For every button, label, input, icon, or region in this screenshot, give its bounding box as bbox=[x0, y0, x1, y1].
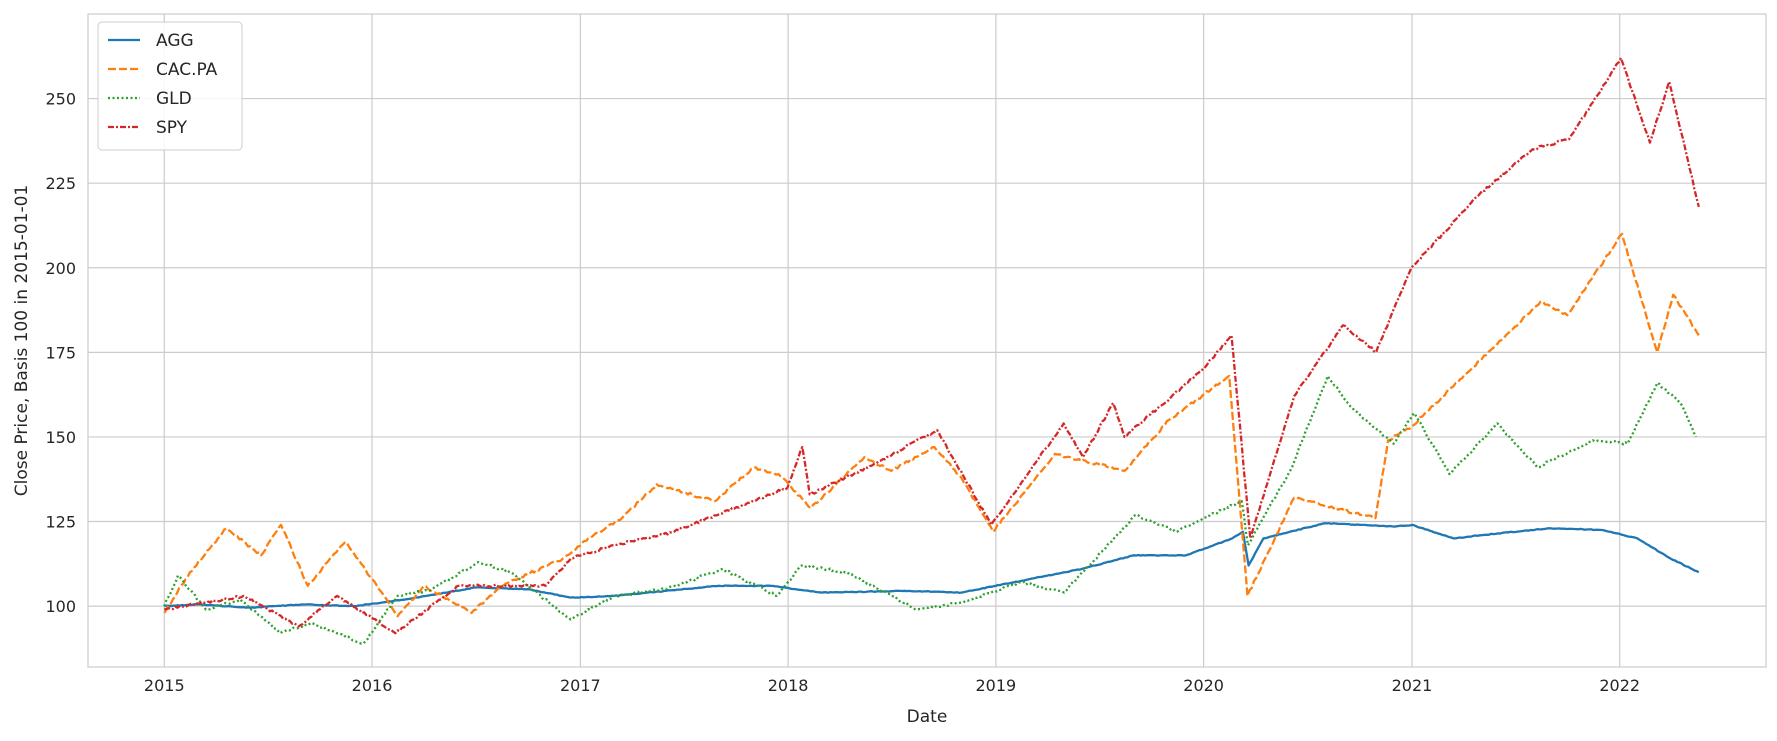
series-line-spy bbox=[163, 56, 1700, 635]
legend-box bbox=[97, 21, 243, 151]
y-tick-label: 200 bbox=[45, 259, 76, 278]
y-tick-label: 100 bbox=[45, 597, 76, 616]
grid bbox=[88, 14, 1766, 667]
series-lines bbox=[163, 56, 1700, 645]
y-tick-label: 225 bbox=[45, 174, 76, 193]
x-axis-label: Date bbox=[907, 707, 948, 727]
y-tick-label: 125 bbox=[45, 513, 76, 532]
plot-area bbox=[87, 13, 1767, 668]
x-tick-label: 2016 bbox=[352, 676, 393, 695]
legend: AGG CAC.PA GLD SPY bbox=[97, 21, 243, 151]
legend-label: CAC.PA bbox=[156, 60, 218, 80]
legend-label: GLD bbox=[156, 89, 192, 109]
x-tick-label: 2017 bbox=[560, 676, 601, 695]
legend-label: AGG bbox=[156, 31, 194, 51]
x-tick-label: 2020 bbox=[1183, 676, 1224, 695]
y-tick-label: 250 bbox=[45, 90, 76, 109]
y-tick-label: 150 bbox=[45, 428, 76, 447]
x-tick-label: 2018 bbox=[768, 676, 809, 695]
x-tick-label: 2019 bbox=[976, 676, 1017, 695]
x-tick-label: 2015 bbox=[144, 676, 185, 695]
series-line-agg bbox=[164, 522, 1700, 609]
series-line-gld bbox=[163, 374, 1698, 645]
y-axis-label: Close Price, Basis 100 in 2015-01-01 bbox=[12, 185, 32, 496]
x-tick-label: 2022 bbox=[1599, 676, 1640, 695]
legend-label: SPY bbox=[156, 118, 188, 138]
y-tick-label: 175 bbox=[45, 343, 76, 362]
series-line-cac-pa bbox=[163, 232, 1700, 618]
tick-labels: 2015 2016 2017 2018 2019 2020 2021 2022 100 125 15… bbox=[45, 90, 1640, 695]
x-tick-label: 2021 bbox=[1392, 676, 1433, 695]
